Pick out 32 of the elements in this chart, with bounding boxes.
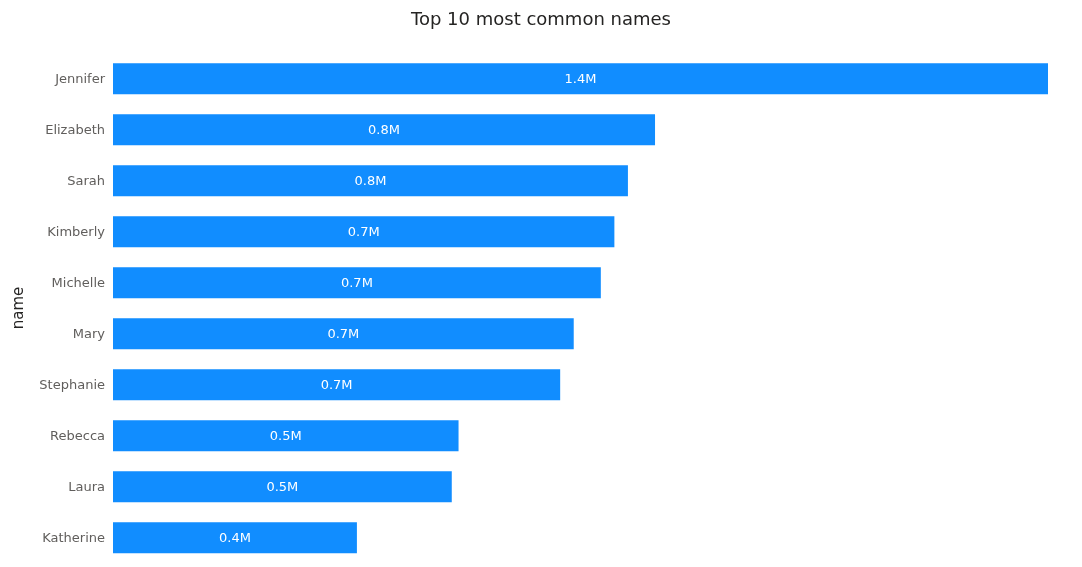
data-label: 0.5M [266,479,299,495]
y-tick-label: Sarah [67,173,105,189]
y-tick-label: Laura [68,479,105,495]
y-axis-title: name [9,286,28,330]
y-tick-label: Kimberly [47,224,106,240]
y-tick-label: Jennifer [54,71,106,87]
bar [113,114,656,146]
data-label: 0.7M [340,275,373,291]
bar [113,471,452,503]
data-label: 0.4M [219,530,251,546]
data-label: 0.7M [320,377,353,393]
bar [113,318,574,350]
y-tick-label: Katherine [42,530,105,546]
bar [113,522,357,554]
data-label: 0.8M [354,173,387,189]
data-label: 0.8M [368,122,400,138]
bar [113,165,628,197]
y-tick-label: Mary [72,326,106,342]
y-tick-label: Elizabeth [45,122,105,138]
bar [113,420,459,452]
bar [113,63,1048,95]
data-label: 0.5M [269,428,302,444]
y-tick-label: Rebecca [50,428,105,444]
bar [113,216,615,248]
chart-title: Top 10 most common names [410,8,672,31]
data-label: 0.7M [347,224,380,240]
bar [113,267,601,299]
y-tick-label: Stephanie [39,377,105,393]
data-label: 1.4M [564,71,597,87]
y-tick-label: Michelle [51,275,105,291]
bar [113,369,561,401]
data-label: 0.7M [327,326,360,342]
